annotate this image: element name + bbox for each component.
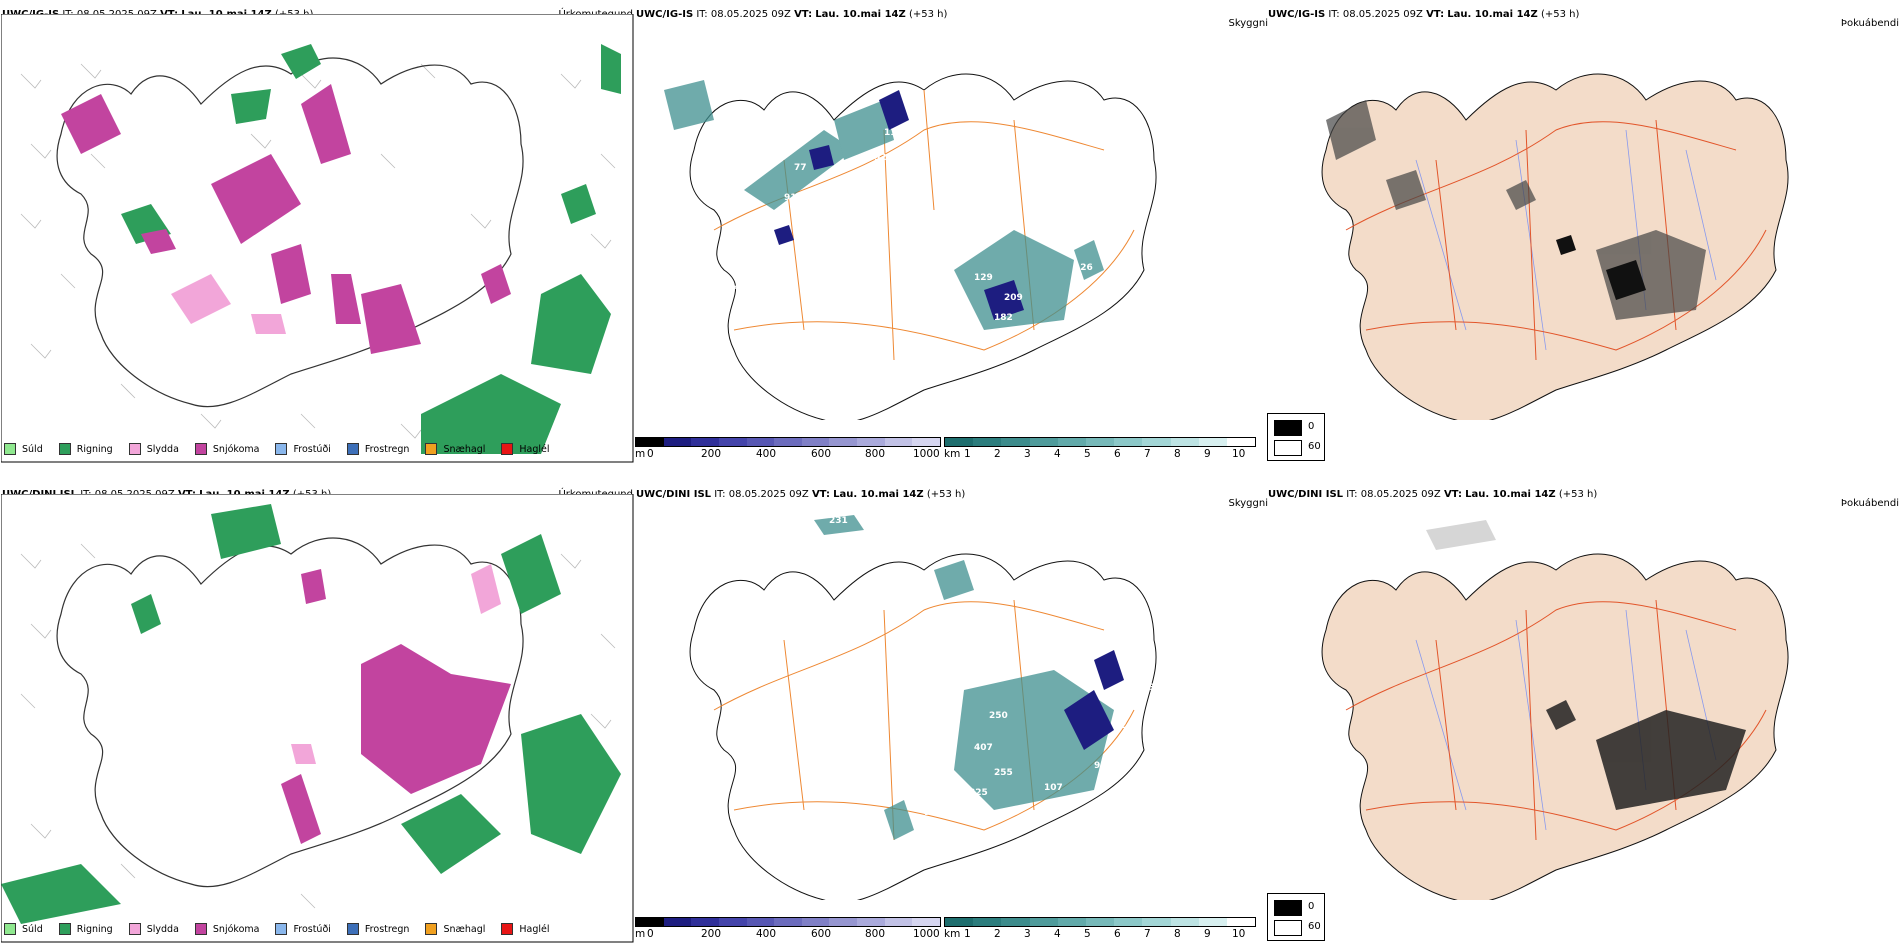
legend-item-sudl: Súld [4, 923, 43, 935]
fog-legend: 0 60 [1267, 893, 1325, 941]
snow-areas [281, 569, 511, 844]
svg-text:16: 16 [904, 253, 917, 263]
legend-item-snjokoma: Snjókoma [194, 443, 259, 455]
svg-text:209: 209 [1004, 293, 1023, 303]
cloudbase-colorstrip [635, 437, 941, 447]
fog-legend-white [1274, 440, 1302, 456]
cloudbase-colorbar: m 0 200 400 600 800 1000 [635, 437, 941, 469]
visibility-colorbar: km 1 2 3 4 5 6 7 8 9 10 [944, 917, 1256, 949]
visibility-map: 231 94 250 407 255 107 52 95 325 963 166… [689, 515, 1162, 900]
legend-item-frostudi: Frostúði [275, 443, 331, 455]
cloud-base-areas [1064, 650, 1124, 750]
svg-text:255: 255 [994, 768, 1013, 778]
svg-text:407: 407 [974, 743, 993, 753]
panel-header: UWC/IG-IS IT: 08.05.2025 09Z VT: Lau. 10… [1268, 9, 1580, 20]
visibility-panel-bottom: UWC/DINI ISL IT: 08.05.2025 09Z VT: Lau.… [634, 480, 1268, 950]
fog-panel-top: UWC/IG-IS IT: 08.05.2025 09Z VT: Lau. 10… [1266, 0, 1900, 470]
legend-item-frostudi: Frostúði [275, 923, 331, 935]
legend-item-rigning: Rigning [58, 443, 113, 455]
legend-item-frostregn: Frostregn [346, 923, 409, 935]
fog-legend-black [1274, 420, 1302, 436]
svg-text:231: 231 [829, 516, 848, 526]
visibility-panel-top: UWC/IG-IS IT: 08.05.2025 09Z VT: Lau. 10… [634, 0, 1268, 470]
svg-text:47: 47 [734, 283, 747, 293]
fog-dark-areas [1556, 235, 1646, 300]
fog-areas [1546, 700, 1746, 810]
panel-header: UWC/DINI ISL IT: 08.05.2025 09Z VT: Lau.… [636, 489, 966, 500]
snow-areas [61, 84, 511, 354]
svg-text:78: 78 [849, 248, 862, 258]
wind-barbs [20, 543, 616, 909]
legend-item-snjokoma: Snjókoma [194, 923, 259, 935]
precip-map [1, 494, 634, 943]
sleet-areas [171, 274, 286, 334]
svg-text:15: 15 [934, 258, 947, 268]
legend-item-rigning: Rigning [58, 923, 113, 935]
cloud-base-labels: 119 77 92 91 73 82 78 16 15 129 209 182 … [734, 128, 1093, 323]
variable-title: Þokuábendi [1840, 498, 1899, 509]
visibility-areas [664, 80, 1104, 330]
precip-panel-bottom: UWC/DINI ISL IT: 08.05.2025 09Z VT: Lau.… [0, 480, 637, 950]
cloudbase-colorbar: m 0 200 400 600 800 1000 [635, 917, 941, 949]
visibility-colorbar: km 1 2 3 4 5 6 7 8 9 10 [944, 437, 1256, 469]
roads [713, 89, 1135, 361]
variable-title: Þokuábendi [1840, 18, 1899, 29]
svg-text:92: 92 [874, 153, 887, 163]
svg-text:963: 963 [924, 808, 943, 818]
svg-text:119: 119 [884, 128, 903, 138]
legend-item-frostregn: Frostregn [346, 443, 409, 455]
svg-text:182: 182 [994, 313, 1013, 323]
cloudbase-unit: m [635, 448, 646, 460]
legend-item-slydda: Slydda [128, 923, 179, 935]
svg-text:94: 94 [939, 687, 952, 697]
precip-panel-top: UWC/IG-IS IT: 08.05.2025 09Z VT: Lau. 10… [0, 0, 637, 470]
svg-text:91: 91 [784, 193, 797, 203]
visibility-map: 119 77 92 91 73 82 78 16 15 129 209 182 … [664, 73, 1157, 420]
fog-panel-bottom: UWC/DINI ISL IT: 08.05.2025 09Z VT: Lau.… [1266, 480, 1900, 950]
svg-text:73: 73 [794, 218, 807, 228]
visibility-unit: km [944, 448, 961, 460]
panel-header: UWC/IG-IS IT: 08.05.2025 09Z VT: Lau. 10… [636, 9, 948, 20]
precip-legend: Súld Rigning Slydda Snjókoma Frostúði Fr… [4, 923, 564, 935]
visibility-colorstrip [944, 437, 1256, 447]
svg-text:166: 166 [924, 848, 943, 858]
legend-item-haglel: Haglél [501, 443, 550, 455]
svg-text:126: 126 [1074, 263, 1093, 273]
sleet-areas [291, 564, 501, 764]
fog-light-areas [1426, 520, 1496, 550]
fog-map [1321, 73, 1789, 420]
cloud-base-areas [774, 90, 1024, 320]
precip-map [1, 14, 634, 463]
legend-item-sudl: Súld [4, 443, 43, 455]
variable-title: Skyggni [1228, 498, 1268, 509]
svg-text:107: 107 [1044, 783, 1063, 793]
cloud-base-labels: 231 94 250 407 255 107 52 95 325 963 166… [829, 516, 1162, 858]
svg-text:129: 129 [974, 273, 993, 283]
svg-text:39: 39 [1149, 683, 1162, 693]
visibility-areas [814, 515, 1114, 840]
fog-legend: 0 60 [1267, 413, 1325, 461]
iceland-outline [56, 537, 524, 888]
variable-title: Skyggni [1228, 18, 1268, 29]
iceland-outline [56, 57, 524, 408]
svg-text:77: 77 [794, 163, 807, 173]
svg-text:71: 71 [834, 273, 847, 283]
svg-text:95: 95 [1094, 761, 1107, 771]
legend-item-snaehagl: Snæhagl [425, 443, 485, 455]
legend-item-haglel: Haglél [501, 923, 550, 935]
svg-text:82: 82 [819, 228, 832, 238]
panel-header: UWC/DINI ISL IT: 08.05.2025 09Z VT: Lau.… [1268, 489, 1598, 500]
model-name: UWC/IG-IS [636, 9, 694, 20]
legend-item-slydda: Slydda [128, 443, 179, 455]
svg-text:52: 52 [1114, 721, 1127, 731]
legend-item-snaehagl: Snæhagl [425, 923, 485, 935]
svg-text:250: 250 [989, 711, 1008, 721]
precip-legend: Súld Rigning Slydda Snjókoma Frostúði Fr… [4, 443, 564, 455]
rain-areas [1, 504, 621, 924]
svg-text:325: 325 [969, 788, 988, 798]
fog-map [1321, 520, 1789, 900]
rain-areas [121, 44, 621, 454]
